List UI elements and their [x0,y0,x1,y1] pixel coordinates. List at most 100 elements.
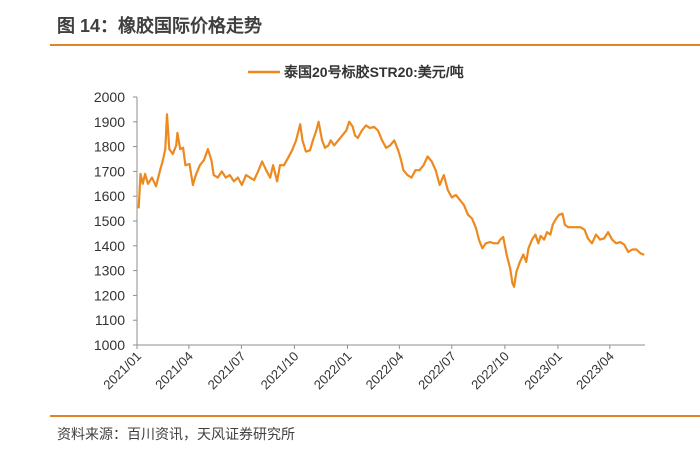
data-point [354,134,356,137]
y-tick-label: 1300 [94,263,125,279]
data-point [639,252,642,255]
data-point [492,242,495,245]
data-point [279,164,281,167]
y-tick-label: 1500 [94,213,125,229]
data-point [450,196,453,199]
data-point [194,174,197,177]
y-tick-label: 1400 [94,238,125,254]
data-point [171,153,174,155]
data-point [341,134,344,137]
data-point [269,176,272,179]
data-point [534,233,537,236]
data-point [410,176,413,179]
data-point [546,231,548,234]
data-point [426,155,429,158]
data-point [458,198,461,201]
data-point [414,169,417,172]
data-point [155,185,157,188]
data-point [434,169,437,172]
data-point [583,228,586,231]
y-tick-label: 2000 [94,89,125,105]
data-point [619,241,622,244]
data-point [513,285,516,288]
data-point [397,149,400,152]
data-point [175,144,178,147]
x-tick-label: 2022/01 [311,349,355,393]
axes [136,97,645,346]
data-point [324,146,326,149]
data-point [595,233,597,236]
data-point [477,238,480,241]
data-point [539,234,542,237]
y-tick-label: 1800 [94,139,125,155]
x-tick-label: 2023/04 [573,349,617,393]
data-point [351,125,354,128]
data-point [315,129,318,132]
data-point [168,148,171,151]
legend-label: 泰国20号标胶STR20:美元/吨 [283,64,464,80]
x-tick-label: 2021/10 [258,349,302,393]
data-point [206,148,209,151]
data-point [166,113,168,116]
y-tick-label: 1200 [94,287,125,303]
y-tick-label: 1700 [94,163,125,179]
data-point [304,150,307,153]
data-point [615,242,618,245]
data-point [607,231,610,234]
data-point [488,241,491,244]
data-point [579,226,582,229]
data-point [261,160,264,163]
data-point [509,267,512,270]
data-point [348,120,351,123]
data-point [151,176,153,179]
data-point [228,174,231,177]
data-point [291,149,294,152]
data-point [272,164,275,167]
data-point [377,129,379,132]
data-point [422,164,425,167]
data-point [454,194,457,196]
figure-title: 图 14：橡胶国际价格走势 [57,16,263,36]
data-point [283,164,285,167]
data-point [561,212,564,215]
data-point [329,139,332,142]
data-point [179,148,182,151]
data-point [257,170,260,173]
data-point [389,144,392,147]
data-point [265,169,268,172]
data-point [549,233,552,236]
data-point [575,226,578,229]
data-point [627,251,630,253]
data-point [502,236,505,239]
data-point [567,226,570,229]
data-point [295,139,298,142]
data-point [373,125,375,128]
data-point [202,159,205,162]
data-point [249,176,251,179]
data-point [364,124,367,127]
data-point [471,217,473,220]
data-point [333,144,336,147]
legend: 泰国20号标胶STR20:美元/吨 [248,64,464,80]
y-tick-label: 1100 [95,312,125,328]
data-point [276,180,279,183]
data-point [184,164,187,167]
data-point [198,164,201,167]
data-point [369,127,371,129]
data-point [385,146,388,149]
source-rule [50,415,700,417]
data-point [563,223,566,226]
data-point [603,237,606,240]
data-point [240,184,243,186]
figure-source: 资料来源：百川资讯，天风证券研究所 [57,426,295,442]
data-point [518,260,521,263]
data-point [345,129,348,132]
data-point [642,253,645,256]
data-point [188,163,191,165]
data-point [299,123,302,126]
data-point [438,184,441,186]
x-ticks: 2021/01 2021/04 2021/07 2021/10 2022/01 2022/… [100,345,617,392]
data-point [511,282,514,284]
data-point [446,189,449,191]
